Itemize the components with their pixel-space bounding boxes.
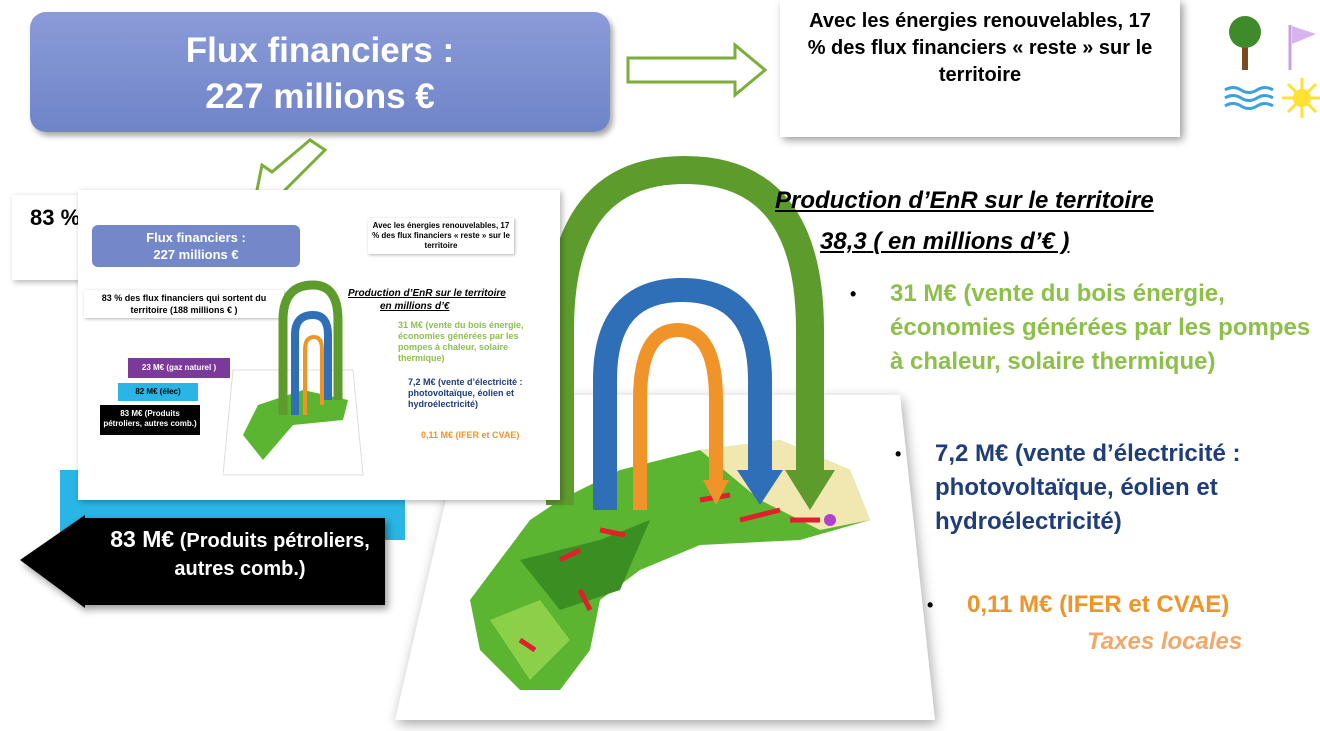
t: Flux financiers : bbox=[146, 230, 246, 245]
item: 7,2 M€ (vente d’électricité : photovolta… bbox=[895, 437, 1320, 539]
production-total: 38,3 ( en millions d’€ ) bbox=[820, 228, 1069, 256]
inset-item: 31 M€ (vente du bois énergie, économies … bbox=[398, 320, 524, 363]
title-line: 227 millions € bbox=[205, 77, 435, 116]
inset-item: 0,11 M€ (IFER et CVAE) bbox=[421, 430, 520, 440]
inset-prod-title: Production d’EnR sur le territoire bbox=[348, 288, 506, 299]
amount: 83 M€ bbox=[110, 526, 175, 552]
inset-outflow: 83 % des flux financiers qui sortent du … bbox=[84, 290, 284, 318]
inset-item: 7,2 M€ (vente d’électricité : photovolta… bbox=[408, 377, 523, 409]
arch-blue-head bbox=[737, 470, 783, 505]
production-title: Production d’EnR sur le territoire bbox=[775, 187, 1154, 214]
inset-arrow: 83 M€ (Produits pétroliers, autres comb.… bbox=[100, 405, 200, 435]
item: 0,11 M€ (IFER et CVAE) bbox=[927, 588, 1229, 622]
arch-blue bbox=[593, 277, 772, 510]
inset-callout: Avec les énergies renouvelables, 17 % de… bbox=[368, 218, 514, 254]
total: 38,3 bbox=[820, 228, 867, 255]
title-box: Flux financiers : 227 millions € bbox=[30, 12, 610, 132]
icons bbox=[1224, 16, 1320, 118]
desc: (Produits pétroliers, autres comb.) bbox=[174, 530, 370, 580]
item-note: Taxes locales bbox=[1087, 628, 1243, 655]
black-arrow-label: 83 M€ (Produits pétroliers, autres comb.… bbox=[95, 525, 385, 583]
inset-map bbox=[223, 280, 364, 476]
inset-prod-unit: en millions d’€ bbox=[380, 301, 450, 312]
callout: Avec les énergies renouvelables, 17 % de… bbox=[780, 0, 1180, 137]
title-line: Flux financiers : bbox=[185, 31, 455, 70]
item: 31 M€ (vente du bois énergie, économies … bbox=[850, 277, 1315, 379]
arch-green bbox=[546, 155, 824, 505]
unit: ( en millions d’€ ) bbox=[873, 228, 1070, 255]
inset-title: Flux financiers : 227 millions € bbox=[92, 225, 300, 267]
outflow-partial: 83 % bbox=[30, 205, 81, 230]
t: 227 millions € bbox=[153, 247, 239, 262]
arrow-right bbox=[626, 41, 768, 99]
inset-arrow: 82 M€ (élec) bbox=[118, 383, 198, 401]
arch-green-head bbox=[785, 470, 835, 510]
arch-orange-head bbox=[703, 480, 729, 505]
inset-arrow: 23 M€ (gaz naturel ) bbox=[128, 358, 230, 378]
inset-slide: Flux financiers : 227 millions € Avec les… bbox=[78, 190, 560, 500]
black-arrow bbox=[20, 515, 385, 608]
arch-orange bbox=[633, 322, 723, 510]
